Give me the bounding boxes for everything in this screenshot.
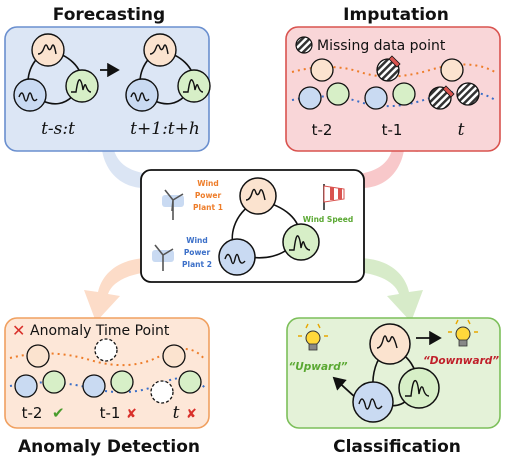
- upward-label: “Upward”: [288, 361, 347, 373]
- plant2-line3: Plant 2: [182, 260, 212, 269]
- cross-icon: ✘: [186, 407, 197, 422]
- imputation-label-t-2: t-2: [312, 121, 333, 139]
- anomaly-step-t-2: [14, 344, 66, 398]
- wind-speed-label: Wind Speed: [303, 215, 353, 224]
- forecast-graph-future: [125, 33, 211, 112]
- windsock-icon: [323, 184, 345, 210]
- anomaly-cross-icon: ✕: [12, 321, 25, 340]
- brush-icon: [388, 55, 401, 68]
- class-node-orange: [369, 323, 411, 365]
- anomaly-step-t-1: [82, 338, 134, 398]
- wind-speed-node: [282, 223, 320, 261]
- wind-turbine-icon: [162, 189, 184, 220]
- upward-arrow: [332, 376, 357, 399]
- plant2-node: [218, 238, 256, 276]
- forecast-history-label: t-s:t: [41, 119, 75, 139]
- wind-turbine-icon-2: [152, 244, 174, 271]
- class-node-green: [398, 367, 440, 409]
- anomaly-legend: ✕ Anomaly Time Point: [12, 321, 170, 340]
- forecast-graph-history: [13, 33, 99, 112]
- plant2-line1: Wind: [186, 236, 208, 245]
- plant1-line1: Wind: [197, 179, 219, 188]
- anomaly-title: Anomaly Detection: [18, 437, 200, 457]
- imputation-title: Imputation: [343, 5, 449, 25]
- imputation-label-t: t: [458, 120, 465, 140]
- lightbulb-icon: [298, 323, 328, 351]
- imputation-label-t-1: t-1: [382, 121, 403, 139]
- missing-legend-text: Missing data point: [317, 38, 446, 54]
- missing-point-icon: [295, 36, 313, 54]
- lightbulb-icon-2: [448, 319, 478, 347]
- arrow-to-classification: [357, 258, 423, 322]
- anomaly-label-t: t: [173, 403, 180, 423]
- imputation-step-t-1: [364, 55, 416, 110]
- downward-label: “Downward”: [423, 355, 499, 367]
- imputation-panel: Imputation Missing data point t-2 t-1 t: [285, 5, 501, 152]
- forecasting-panel: Forecasting t-s:t t+1:t+h: [4, 5, 211, 152]
- brush-icon: [442, 85, 455, 98]
- cross-icon: ✘: [126, 407, 137, 422]
- plant2-line2: Power: [184, 248, 211, 257]
- anomaly-legend-text: Anomaly Time Point: [30, 323, 170, 339]
- imputation-step-t: [428, 58, 480, 110]
- plant1-line3: Plant 1: [193, 203, 223, 212]
- anomaly-step-t: [150, 344, 202, 404]
- anomaly-label-t-2: t-2: [22, 404, 43, 422]
- plant1-node: [239, 177, 277, 215]
- forecast-horizon-label: t+1:t+h: [130, 119, 200, 139]
- forecasting-title: Forecasting: [53, 5, 165, 25]
- classification-title: Classification: [333, 437, 461, 457]
- arrow-to-anomaly: [84, 258, 150, 322]
- anomaly-label-t-1: t-1: [100, 404, 121, 422]
- plant1-line2: Power: [195, 191, 222, 200]
- imputation-step-t-2: [298, 58, 350, 110]
- missing-legend: Missing data point: [295, 36, 446, 54]
- classification-panel: “Upward” “Downward” Classification: [286, 317, 501, 457]
- center-panel: Wind Power Plant 1 Wind Power Plant 2 Wi…: [140, 169, 365, 283]
- anomaly-panel: ✕ Anomaly Time Point t-2 ✔ t-1 ✘ t ✘ Ano…: [4, 317, 210, 457]
- check-icon: ✔: [52, 404, 65, 422]
- class-node-blue: [352, 381, 394, 423]
